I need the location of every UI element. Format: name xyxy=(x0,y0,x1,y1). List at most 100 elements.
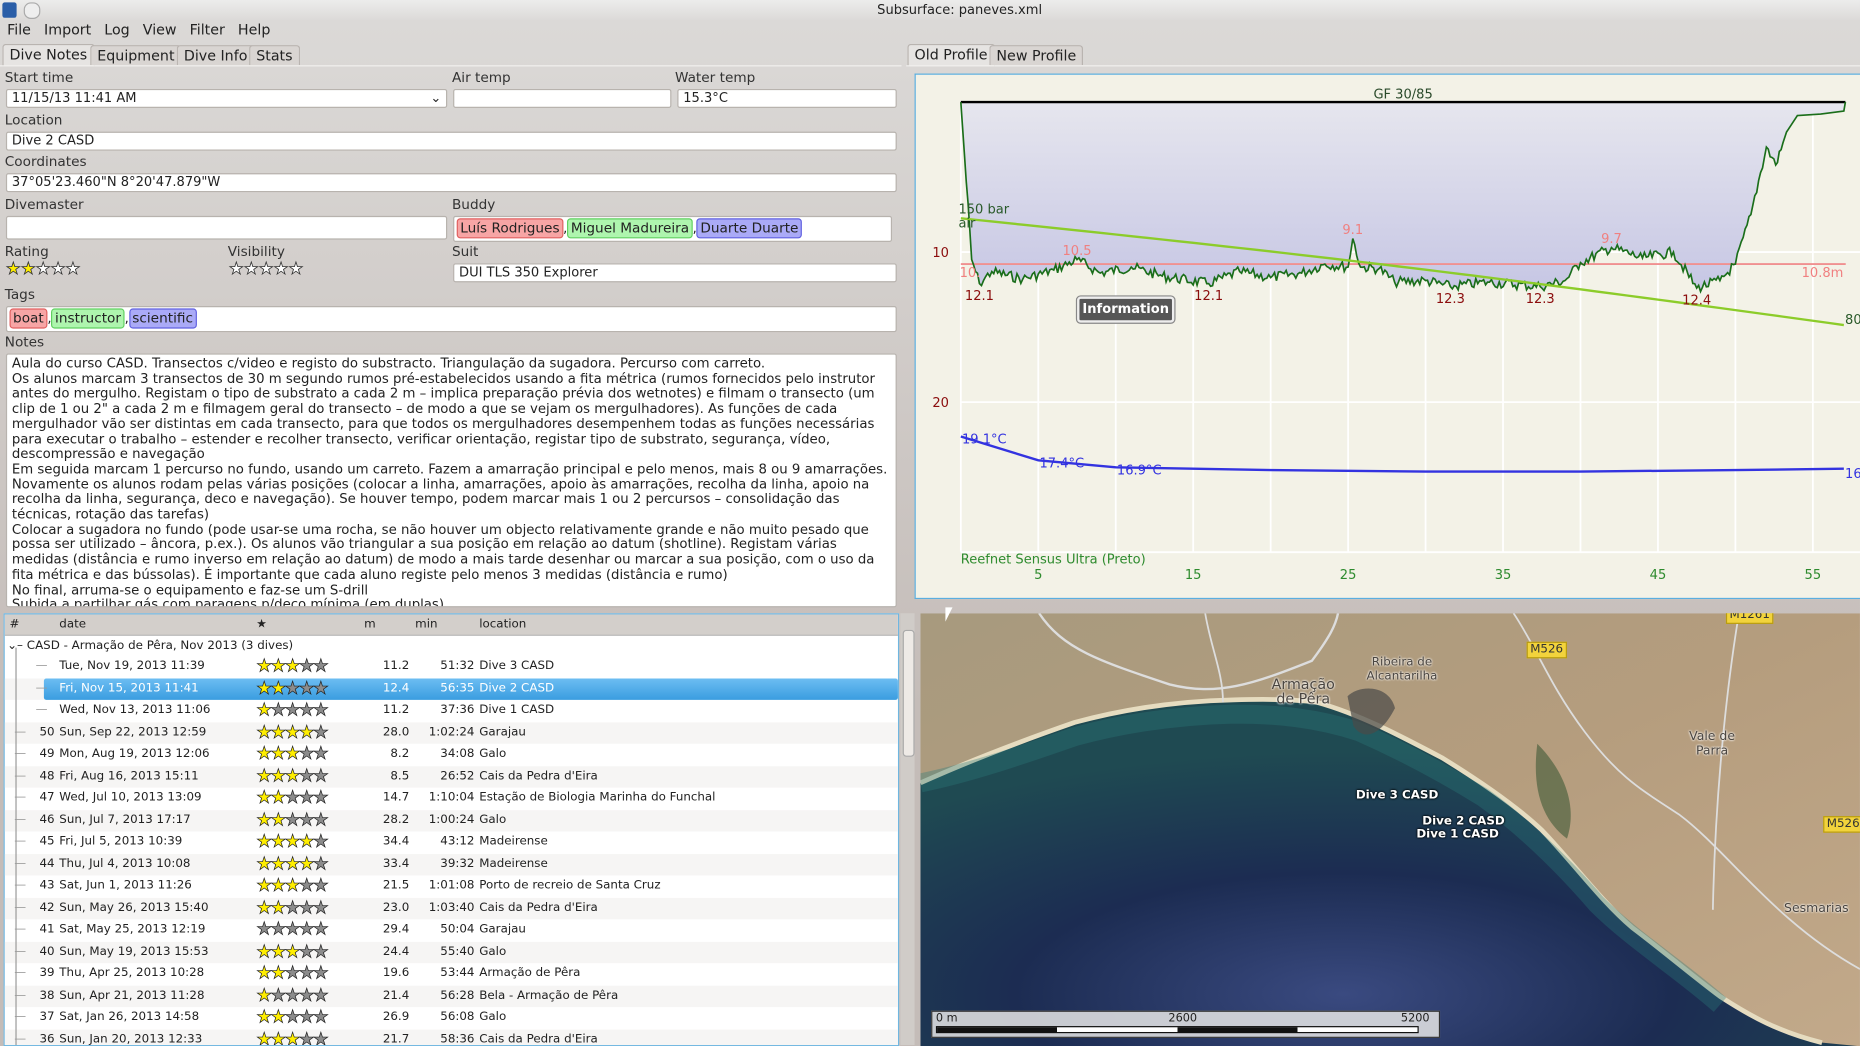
dive-row[interactable]: —48 Fri, Aug 16, 2013 15:11 ★★★★★ 8.5 26:52 C… xyxy=(4,764,898,788)
col-depth[interactable]: m xyxy=(364,618,376,632)
star-empty-icon[interactable]: ★ xyxy=(273,259,289,279)
location-field[interactable]: Dive 2 CASD xyxy=(5,131,897,151)
buddy-field[interactable]: Luís Rodrigues, Miguel Madureira, Duarte D… xyxy=(453,215,893,242)
dive-rating: ★★★★★ xyxy=(256,786,329,812)
road xyxy=(1204,613,1224,703)
visibility-stars[interactable]: ★★★★★ xyxy=(229,261,304,278)
star-filled-icon: ★ xyxy=(256,874,273,896)
star-empty-icon[interactable]: ★ xyxy=(65,259,81,279)
air-temp-field[interactable] xyxy=(453,88,672,108)
dive-row[interactable]: —38 Sun, Apr 21, 2013 11:28 ★★★★★ 21.4 56:28… xyxy=(4,984,898,1008)
temperature-line xyxy=(960,435,1844,473)
dive-row[interactable]: —47 Wed, Jul 10, 2013 13:09 ★★★★★ 14.7 1:10:… xyxy=(5,786,898,812)
dive-duration: 43:12 xyxy=(440,835,475,849)
buddy-chip[interactable]: Duarte Duarte xyxy=(696,218,803,239)
star-empty-icon[interactable]: ★ xyxy=(258,259,274,279)
menu-view[interactable]: View xyxy=(142,21,177,38)
menu-log[interactable]: Log xyxy=(104,21,130,38)
tab-divider xyxy=(0,65,902,67)
dive-row[interactable]: —41 Sat, May 25, 2013 12:19 ★★★★★ 29.4 50:04… xyxy=(5,918,898,941)
expand-chevron-icon[interactable]: ⌄– xyxy=(7,639,24,653)
dive-row[interactable]: —50 Sun, Sep 22, 2013 12:59 ★★★★★ 28.0 1:02:… xyxy=(4,720,898,744)
rating-stars[interactable]: ★★★★★ xyxy=(6,261,81,278)
star-empty-icon[interactable]: ★ xyxy=(50,259,66,279)
star-empty-icon[interactable]: ★ xyxy=(228,259,245,279)
coordinates-field[interactable]: 37°05'23.460"N 8°20'47.879"W xyxy=(5,173,897,193)
water-temp-field[interactable]: 15.3°C xyxy=(677,88,897,108)
dive-row[interactable]: —39 Thu, Apr 25, 2013 10:28 ★★★★★ 19.6 53:44… xyxy=(5,962,898,985)
trip-group-row[interactable]: ⌄– CASD - Armação de Pêra, Nov 2013 (3 d… xyxy=(7,636,885,657)
buddy-chip[interactable]: Luís Rodrigues xyxy=(456,218,564,239)
menu-help[interactable]: Help xyxy=(237,21,271,38)
dive-row[interactable]: — Wed, Nov 13, 2013 11:06 ★★★★★ 11.2 37:36 Di… xyxy=(5,698,898,722)
suit-field[interactable]: DUI TLS 350 Explorer xyxy=(453,263,897,283)
star-filled-icon[interactable]: ★ xyxy=(20,259,36,279)
dive-marker-2[interactable]: Dive 2 CASD xyxy=(1422,814,1505,828)
chevron-down-icon[interactable]: ⌄ xyxy=(430,90,442,106)
menu-file[interactable]: File xyxy=(7,21,31,38)
tab-equipment[interactable]: Equipment xyxy=(90,45,182,66)
dive-row[interactable]: —45 Fri, Jul 5, 2013 10:39 ★★★★★ 34.4 43:12 M… xyxy=(5,830,898,854)
tag-chip[interactable]: scientific xyxy=(128,308,197,329)
tab-new-profile[interactable]: New Profile xyxy=(989,45,1084,66)
col-rating[interactable]: ★ xyxy=(256,618,267,632)
tab-stats[interactable]: Stats xyxy=(249,45,300,66)
dive-marker-3[interactable]: Dive 3 CASD xyxy=(1355,788,1439,802)
app-icon[interactable] xyxy=(2,2,17,18)
col-date[interactable]: date xyxy=(59,618,87,632)
star-filled-icon: ★ xyxy=(270,962,287,984)
dive-row[interactable]: —49 Mon, Aug 19, 2013 12:06 ★★★★★ 8.2 34:08 G… xyxy=(5,742,898,766)
tree-branch: — xyxy=(14,769,27,783)
dive-row[interactable]: —36 Sun, Jan 20, 2013 12:33 ★★★★★ 21.7 58:36… xyxy=(4,1027,898,1046)
menu-import[interactable]: Import xyxy=(44,21,92,38)
map-view[interactable]: Armação de Pêra Ribeira de Alcantarilha … xyxy=(920,613,1860,1046)
tree-branch: — xyxy=(14,988,27,1002)
col-duration[interactable]: min xyxy=(415,618,438,632)
dive-row[interactable]: —43 Sat, Jun 1, 2013 11:26 ★★★★★ 21.5 1:01:0… xyxy=(5,874,898,897)
star-filled-icon: ★ xyxy=(256,830,273,852)
star-filled-icon: ★ xyxy=(270,654,287,677)
menu-bar: File Import Log View Filter Help xyxy=(0,20,276,41)
dive-location: Dive 2 CASD xyxy=(479,681,555,695)
tree-branch: — xyxy=(35,703,48,717)
place-label: Ribeira de Alcantarilha xyxy=(1366,655,1438,684)
dive-row[interactable]: —42 Sun, May 26, 2013 15:40 ★★★★★ 23.0 1:03:… xyxy=(4,896,898,920)
star-filled-icon[interactable]: ★ xyxy=(5,259,22,279)
information-button[interactable]: Information xyxy=(1075,295,1176,324)
pressure-start-label: 150 bar xyxy=(958,203,1009,218)
star-empty-icon[interactable]: ★ xyxy=(243,259,259,279)
tab-old-profile[interactable]: Old Profile xyxy=(907,43,995,67)
buddy-chip[interactable]: Miguel Madureira xyxy=(567,218,693,239)
divemaster-field[interactable] xyxy=(5,215,448,240)
dive-row[interactable]: —40 Sun, May 19, 2013 15:53 ★★★★★ 24.4 55:40… xyxy=(4,940,898,964)
window-menu-button[interactable] xyxy=(23,2,41,19)
tag-chip[interactable]: instructor xyxy=(51,308,125,329)
tag-chip[interactable]: boat xyxy=(9,308,48,329)
scrollbar-thumb[interactable] xyxy=(902,629,915,757)
start-time-field[interactable]: 11/15/13 11:41 AM ⌄ xyxy=(5,88,448,108)
dive-row[interactable]: —46 Sun, Jul 7, 2013 17:17 ★★★★★ 28.2 1:00:2… xyxy=(4,808,898,832)
separator: , xyxy=(692,220,697,237)
dive-number: 47 xyxy=(39,791,55,805)
star-empty-icon[interactable]: ★ xyxy=(35,259,51,279)
dive-duration: 1:03:40 xyxy=(428,900,475,914)
menu-filter[interactable]: Filter xyxy=(189,21,225,38)
star-empty-icon: ★ xyxy=(312,1005,330,1028)
star-empty-icon[interactable]: ★ xyxy=(288,259,304,279)
dive-row[interactable]: —37 Sat, Jan 26, 2013 14:58 ★★★★★ 26.9 56:08… xyxy=(5,1005,898,1029)
tab-dive-notes[interactable]: Dive Notes xyxy=(2,43,95,67)
star-empty-icon: ★ xyxy=(312,830,330,852)
tags-field[interactable]: boat, instructor, scientific xyxy=(5,306,897,333)
tab-dive-info[interactable]: Dive Info xyxy=(176,45,255,66)
notes-textarea[interactable]: Aula do curso CASD. Transectos c/video e… xyxy=(5,353,897,608)
dive-number: 49 xyxy=(39,747,55,761)
col-number[interactable]: # xyxy=(9,618,20,632)
dive-depth: 28.0 xyxy=(382,725,410,739)
dive-number: 38 xyxy=(39,988,55,1002)
dive-list-scrollbar[interactable] xyxy=(900,613,915,1046)
dive-row[interactable]: — Tue, Nov 19, 2013 11:39 ★★★★★ 11.2 51:32 Di… xyxy=(5,654,898,678)
dive-row[interactable]: — Fri, Nov 15, 2013 11:41 ★★★★★ 12.4 56:35 Di… xyxy=(4,676,898,700)
dive-row[interactable]: —44 Thu, Jul 4, 2013 10:08 ★★★★★ 33.4 39:32 M… xyxy=(4,852,898,876)
col-location[interactable]: location xyxy=(479,618,527,632)
dive-marker-1[interactable]: Dive 1 CASD xyxy=(1416,827,1499,842)
